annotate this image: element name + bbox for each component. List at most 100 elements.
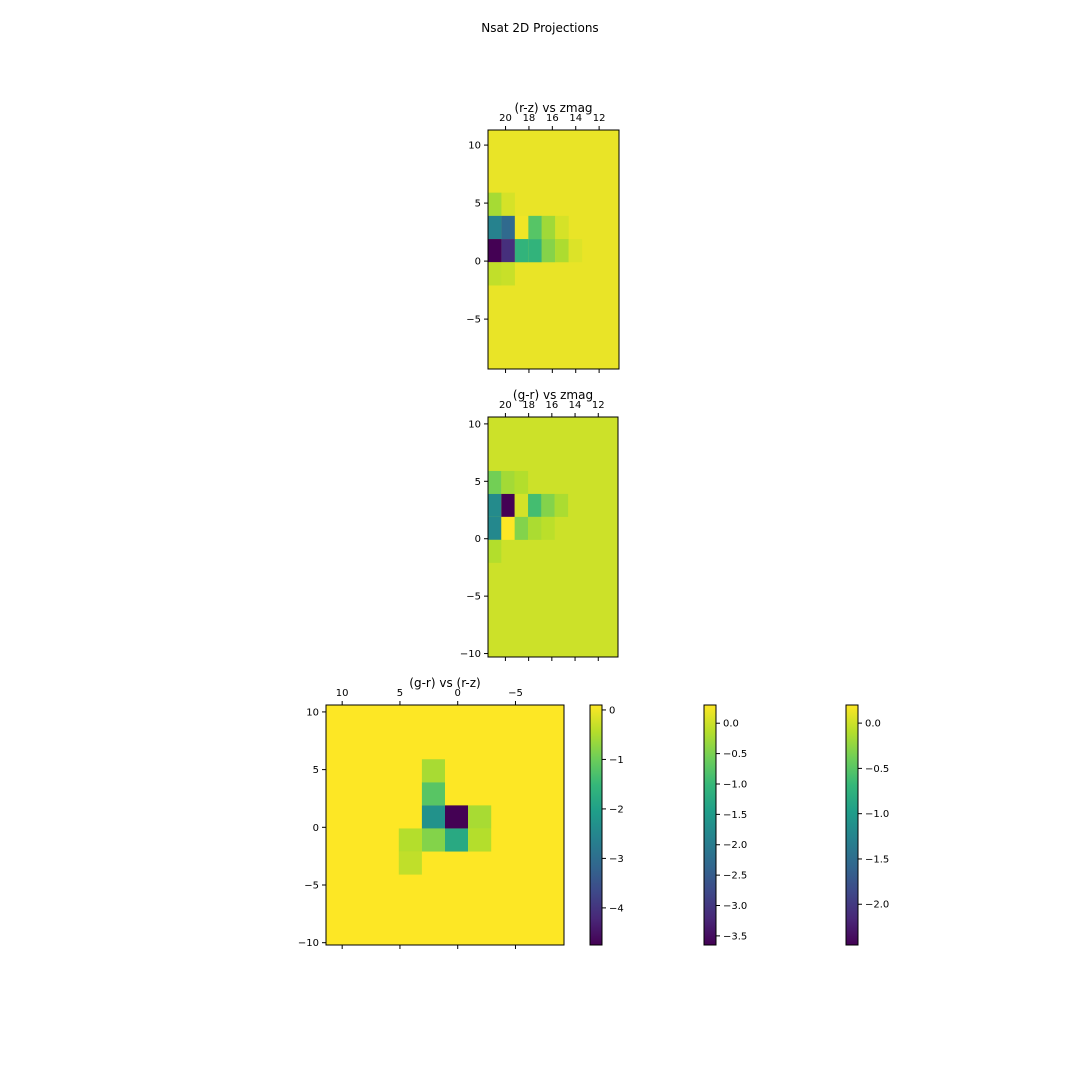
x-tick-label: 5 xyxy=(397,688,403,699)
heatmap-cell xyxy=(528,493,542,517)
colorbar-tick-label: 0 xyxy=(609,705,615,716)
colorbar-tick-label: −1 xyxy=(609,755,624,766)
heatmap-cell xyxy=(514,239,529,263)
x-tick-label: 16 xyxy=(546,113,559,124)
panel-title: (g-r) vs zmag xyxy=(513,388,593,402)
colorbar-tick-label: −1.5 xyxy=(723,810,747,821)
heatmap-cell xyxy=(468,805,492,829)
heatmap-cell xyxy=(421,805,445,829)
colorbar-2: 0.0 −0.5 −1.0 −1.5 −2.0 −2.5 −3.0 −3.5 xyxy=(703,704,747,946)
heatmap-panel-2: 20 18 16 14 12 −10 −5 0 5 10 (g-r) vs zmag xyxy=(460,388,619,661)
panel-title: (r-z) vs zmag xyxy=(514,101,592,115)
colorbar-gradient xyxy=(589,704,603,946)
y-tick-label: 10 xyxy=(306,707,319,718)
heatmap-cell xyxy=(528,516,542,540)
y-tick-label: 0 xyxy=(313,823,319,834)
y-tick-label: −10 xyxy=(460,649,481,660)
colorbar-tick-label: −4 xyxy=(609,903,624,914)
heatmap-cell xyxy=(528,215,542,240)
y-tick-label: −5 xyxy=(466,592,481,603)
y-tick-label: −5 xyxy=(466,315,481,326)
heatmap-panel-3: 10 5 0 −5 −10 −5 0 5 10 (g-r) vs (r-z) xyxy=(298,676,565,949)
x-tick-label: 16 xyxy=(545,400,558,411)
heatmap-cell xyxy=(501,493,515,517)
colorbar-tick-label: −2.0 xyxy=(723,840,747,851)
heatmap-cell xyxy=(541,239,556,263)
y-tick-label: 0 xyxy=(475,257,481,268)
colorbars: 0 −1 −2 −3 −4 0.0 −0.5 −1.0 −1.5 −2.0 −2.5 −3.0 −3.5… xyxy=(589,704,889,946)
heatmap-cell xyxy=(488,516,502,540)
x-tick-label: 14 xyxy=(569,113,582,124)
heatmap-cell xyxy=(501,470,515,494)
x-tick-label: 14 xyxy=(569,400,582,411)
colorbar-tick-label: −2.0 xyxy=(865,900,889,911)
heatmap-cell xyxy=(501,516,515,540)
heatmap-cell xyxy=(555,215,569,240)
heatmap-cell xyxy=(514,493,529,517)
heatmap-cell xyxy=(514,215,529,240)
axes-frame xyxy=(487,416,619,658)
colorbar-1: 0 −1 −2 −3 −4 xyxy=(589,704,624,946)
colorbar-tick-label: −1.5 xyxy=(865,854,889,865)
heatmap-cell xyxy=(555,239,569,263)
y-tick-label: 5 xyxy=(475,477,481,488)
heatmap-cell xyxy=(501,192,515,216)
heatmap-cell xyxy=(445,805,469,829)
heatmap-cell xyxy=(528,239,542,263)
axes-frame xyxy=(487,129,620,370)
y-tick-label: 0 xyxy=(475,534,481,545)
heatmap-cell xyxy=(488,493,502,517)
heatmap-cell xyxy=(488,215,502,240)
panel-title: (g-r) vs (r-z) xyxy=(409,676,480,690)
y-tick-label: 5 xyxy=(475,199,481,210)
axes-frame xyxy=(325,704,565,946)
x-tick-label: 10 xyxy=(336,688,349,699)
heatmap-cell xyxy=(488,262,502,286)
x-tick-label: 18 xyxy=(523,113,536,124)
heatmap-cell xyxy=(488,539,502,563)
figure-title: Nsat 2D Projections xyxy=(481,21,598,35)
x-tick-label: 20 xyxy=(499,113,512,124)
heatmap-cell xyxy=(398,828,422,852)
x-tick-label: 12 xyxy=(593,113,606,124)
heatmap-cell xyxy=(541,493,555,517)
heatmap-cell xyxy=(488,239,502,263)
colorbar-tick-label: 0.0 xyxy=(723,719,739,730)
colorbar-tick-label: −0.5 xyxy=(723,749,747,760)
heatmap-cell xyxy=(541,516,555,540)
heatmap-cell xyxy=(421,782,445,806)
heatmap-cell xyxy=(488,470,502,494)
colorbar-tick-label: −0.5 xyxy=(865,764,889,775)
colorbar-tick-label: −1.0 xyxy=(865,809,889,820)
colorbar-gradient xyxy=(845,704,859,946)
x-tick-label: 18 xyxy=(522,400,535,411)
colorbar-tick-label: −3 xyxy=(609,854,624,865)
x-tick-label: 12 xyxy=(592,400,605,411)
colorbar-3: 0.0 −0.5 −1.0 −1.5 −2.0 xyxy=(845,704,889,946)
y-tick-label: −5 xyxy=(304,881,319,892)
heatmap-cell xyxy=(514,470,529,494)
heatmap-panel-1: 20 18 16 14 12 −5 0 5 10 (r-z) vs zmag xyxy=(466,101,620,373)
x-tick-label: 0 xyxy=(455,688,461,699)
y-tick-label: −10 xyxy=(298,938,319,949)
colorbar-tick-label: −2.5 xyxy=(723,871,747,882)
y-tick-label: 10 xyxy=(468,419,481,430)
heatmap-cell xyxy=(501,239,515,263)
heatmap-cell xyxy=(501,215,515,240)
colorbar-tick-label: −2 xyxy=(609,804,624,815)
heatmap-cell xyxy=(421,828,445,852)
y-tick-label: 10 xyxy=(468,141,481,152)
heatmap-cell xyxy=(541,215,556,240)
x-tick-label: 20 xyxy=(499,400,512,411)
heatmap-cell xyxy=(554,493,569,517)
heatmap-cell xyxy=(445,828,469,852)
colorbar-tick-label: 0.0 xyxy=(865,719,881,730)
x-tick-label: −5 xyxy=(508,688,523,699)
colorbar-tick-label: −3.5 xyxy=(723,931,747,942)
colorbar-tick-label: −1.0 xyxy=(723,779,747,790)
heatmap-cell xyxy=(568,239,583,263)
y-tick-label: 5 xyxy=(313,765,319,776)
colorbar-tick-label: −3.0 xyxy=(723,901,747,912)
